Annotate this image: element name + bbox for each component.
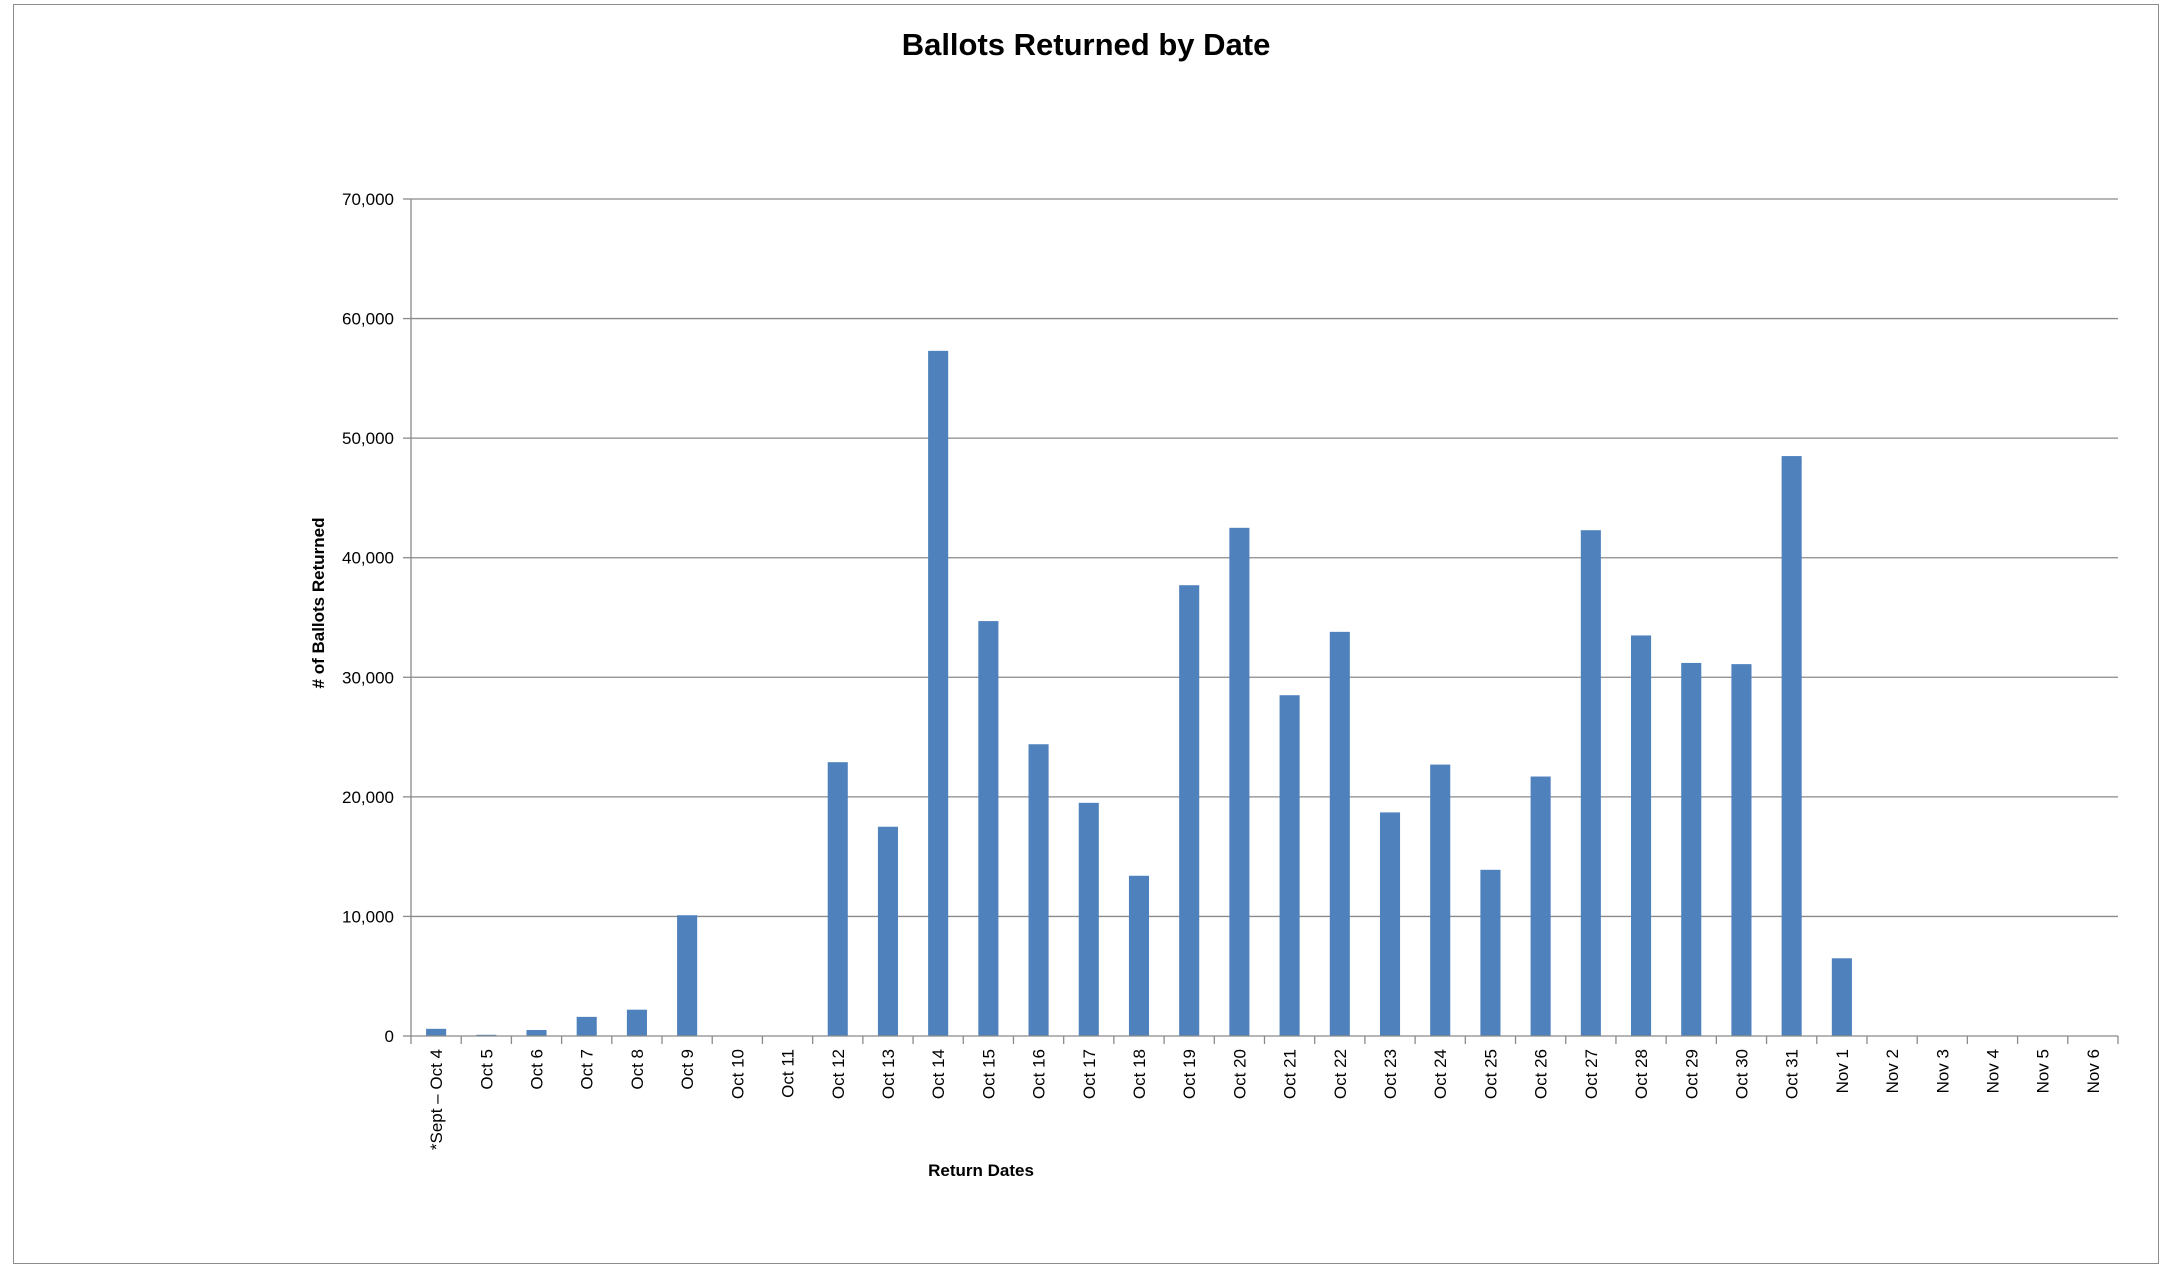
bar — [1530, 776, 1551, 1036]
y-tick-label: 30,000 — [342, 668, 394, 687]
x-tick-label: Oct 24 — [1431, 1049, 1450, 1099]
axes — [410, 199, 2119, 1044]
y-tick-label: 0 — [385, 1027, 394, 1046]
x-tick-label: Oct 19 — [1180, 1049, 1199, 1099]
y-axis-title: # of Ballots Returned — [309, 518, 328, 689]
bar — [626, 1009, 647, 1036]
bar — [426, 1028, 447, 1036]
x-tick-label: Oct 27 — [1582, 1049, 1601, 1099]
bar — [1128, 875, 1150, 1036]
x-tick-label: Oct 5 — [477, 1049, 496, 1090]
x-tick-label: Oct 12 — [829, 1049, 848, 1099]
x-tick-label: Oct 6 — [528, 1049, 547, 1090]
y-tick-label: 20,000 — [342, 788, 394, 807]
x-tick-label: Oct 25 — [1481, 1049, 1500, 1099]
y-tick-label: 70,000 — [342, 190, 394, 209]
bar — [1580, 530, 1601, 1036]
y-tick-labels: 0 10,000 20,000 30,000 40,000 50,000 60,000 70,… — [342, 190, 394, 1046]
x-tick-label: Oct 22 — [1331, 1049, 1350, 1099]
bar — [677, 915, 698, 1036]
bar — [928, 350, 949, 1036]
x-tick-label: Oct 14 — [929, 1049, 948, 1099]
bar — [1078, 802, 1099, 1036]
bar — [1028, 744, 1049, 1036]
bar — [526, 1030, 547, 1036]
x-tick-label: Oct 10 — [728, 1049, 747, 1099]
gridlines — [403, 198, 2118, 1037]
y-tick-label: 60,000 — [342, 310, 394, 329]
y-tick-label: 50,000 — [342, 429, 394, 448]
x-axis-title: Return Dates — [928, 1161, 1034, 1180]
bar — [1831, 958, 1852, 1036]
x-tick-label: Nov 4 — [1983, 1049, 2002, 1093]
bar — [1179, 585, 1200, 1036]
x-tick-label: Oct 30 — [1732, 1049, 1751, 1099]
bar — [1681, 662, 1702, 1036]
x-tick-label: Oct 13 — [879, 1049, 898, 1099]
chart-title: Ballots Returned by Date — [902, 27, 1271, 62]
x-tick-label: Oct 7 — [578, 1049, 597, 1090]
x-tick-label: Oct 9 — [678, 1049, 697, 1090]
bar — [1279, 695, 1300, 1036]
x-tick-label: Oct 31 — [1783, 1049, 1802, 1099]
x-tick-label: Oct 11 — [779, 1049, 798, 1098]
x-tick-label: Nov 2 — [1883, 1049, 1902, 1093]
y-tick-label: 40,000 — [342, 549, 394, 568]
x-tick-label: Oct 29 — [1682, 1049, 1701, 1099]
x-tick-label: Oct 17 — [1080, 1049, 1099, 1099]
bars — [426, 350, 1852, 1037]
x-tick-label: Nov 6 — [2084, 1049, 2103, 1093]
x-tick-label: Oct 20 — [1230, 1049, 1249, 1099]
bar — [827, 762, 848, 1036]
y-tick-label: 10,000 — [342, 907, 394, 926]
bar — [1229, 527, 1250, 1036]
bar — [576, 1016, 597, 1036]
x-tick-label: Nov 3 — [1933, 1049, 1952, 1093]
bar — [1781, 456, 1802, 1037]
x-tick-label: Oct 21 — [1281, 1049, 1300, 1099]
bar — [1731, 664, 1752, 1036]
x-tick-label: Oct 28 — [1632, 1049, 1651, 1099]
bar — [1329, 631, 1350, 1036]
x-tick-label: Oct 15 — [979, 1049, 998, 1099]
bar — [978, 621, 999, 1036]
x-tick-label: Oct 26 — [1532, 1049, 1551, 1099]
x-tick-label: Oct 23 — [1381, 1049, 1400, 1099]
bar — [877, 826, 898, 1036]
x-tick-label: Oct 8 — [628, 1049, 647, 1090]
bar — [1430, 764, 1451, 1036]
x-tick-label: Nov 5 — [2034, 1049, 2053, 1093]
bar — [1631, 635, 1652, 1036]
bar — [1379, 812, 1401, 1036]
x-tick-label: Nov 1 — [1833, 1049, 1852, 1093]
x-tick-label: Oct 18 — [1130, 1049, 1149, 1099]
x-tick-label: Oct 16 — [1030, 1049, 1049, 1099]
bar — [1480, 869, 1501, 1036]
x-tick-labels: *Sept – Oct 4 Oct 5 Oct 6 Oct 7 Oct 8 Oct 9 Oc… — [427, 1049, 2103, 1150]
x-tick-label: *Sept – Oct 4 — [427, 1049, 446, 1150]
